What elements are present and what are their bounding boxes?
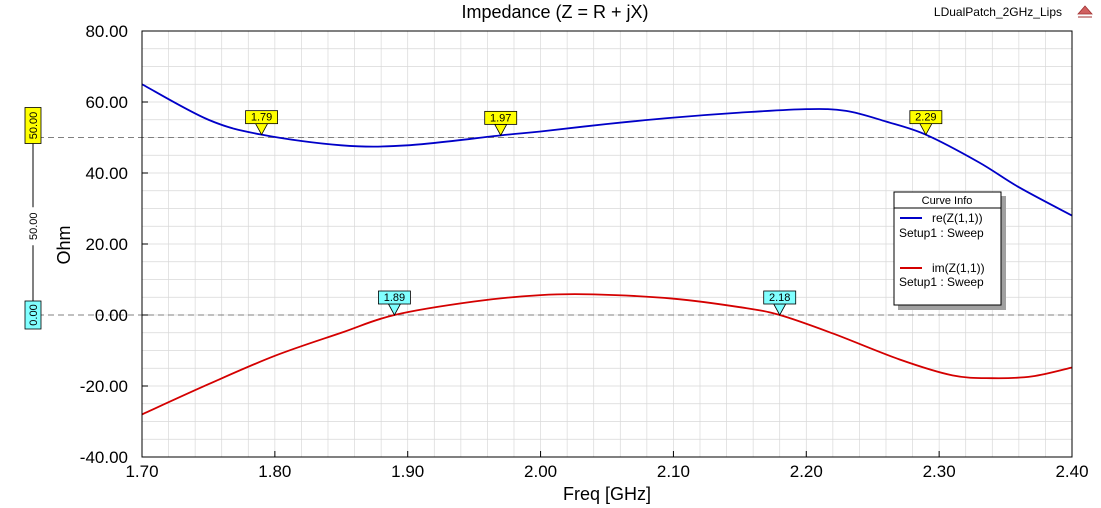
legend-title: Curve Info bbox=[922, 195, 973, 207]
y-tick-labels: 80.00 60.00 40.00 20.00 0.00 -20.00 -40.00 bbox=[80, 22, 148, 467]
marker[interactable]: 2.29 bbox=[909, 110, 943, 136]
marker-label: 1.89 bbox=[384, 292, 405, 304]
slider-bottom-handle[interactable] bbox=[24, 300, 42, 330]
legend-series-re-setup: Setup1 : Sweep bbox=[899, 226, 984, 240]
y-tick-label: 20.00 bbox=[85, 235, 128, 254]
marker-label-box bbox=[484, 110, 518, 125]
slider-top-handle[interactable] bbox=[24, 107, 42, 144]
reference-lines bbox=[28, 137, 1072, 316]
marker[interactable]: 2.18 bbox=[763, 290, 797, 316]
slider-bottom-value: 0.00 bbox=[28, 304, 40, 325]
marker[interactable]: 1.79 bbox=[245, 110, 278, 136]
x-axis-label: Freq [GHz] bbox=[563, 484, 651, 504]
legend-series-im-setup: Setup1 : Sweep bbox=[899, 275, 984, 289]
curve-info-legend[interactable]: Curve Info re(Z(1,1)) Setup1 : Sweep im(… bbox=[893, 191, 1006, 310]
marker-label-box bbox=[909, 110, 943, 125]
marker-label-box bbox=[245, 110, 278, 125]
chart-title: Impedance (Z = R + jX) bbox=[461, 2, 648, 22]
legend-series-re-name: re(Z(1,1)) bbox=[932, 211, 983, 225]
marker-label: 2.18 bbox=[769, 292, 790, 304]
x-tick-label: 1.80 bbox=[258, 462, 291, 481]
reference-slider[interactable]: 50.00 0.00 50.00 bbox=[24, 107, 42, 330]
marker-label-box bbox=[763, 290, 797, 305]
x-tick-label: 2.10 bbox=[657, 462, 690, 481]
marker[interactable]: 1.89 bbox=[378, 290, 411, 316]
legend-box bbox=[893, 191, 1002, 306]
x-tick-labels: 1.70 1.80 1.90 2.00 2.10 2.20 2.30 2.40 bbox=[125, 451, 1089, 481]
y-tick-label: 80.00 bbox=[85, 22, 128, 41]
x-tick-label: 2.00 bbox=[524, 462, 557, 481]
x-tick-label: 2.20 bbox=[790, 462, 823, 481]
slider-difference-value: 50.00 bbox=[28, 212, 40, 240]
y-tick-label: 40.00 bbox=[85, 164, 128, 183]
slider-top-value: 50.00 bbox=[28, 112, 40, 140]
x-tick-label: 1.90 bbox=[391, 462, 424, 481]
resize-icon[interactable] bbox=[1077, 5, 1093, 18]
y-axis-label: Ohm bbox=[54, 225, 74, 264]
slider-difference-bg bbox=[26, 207, 40, 246]
x-tick-label: 2.40 bbox=[1055, 462, 1088, 481]
y-tick-label: -20.00 bbox=[80, 377, 128, 396]
x-tick-label: 1.70 bbox=[125, 462, 158, 481]
x-tick-label: 2.30 bbox=[923, 462, 956, 481]
series-group bbox=[141, 83, 1073, 416]
marker-label: 1.97 bbox=[490, 112, 511, 124]
marker[interactable]: 1.97 bbox=[484, 110, 518, 137]
y-tick-label: 60.00 bbox=[85, 93, 128, 112]
marker-pointer bbox=[494, 123, 508, 137]
project-name: LDualPatch_2GHz_Lips bbox=[934, 5, 1062, 19]
y-tick-label: 0.00 bbox=[95, 306, 128, 325]
marker-label: 2.29 bbox=[915, 112, 936, 124]
marker-label-box bbox=[378, 290, 411, 305]
legend-series-im-name: im(Z(1,1)) bbox=[932, 261, 985, 275]
series-re-line bbox=[141, 83, 1073, 217]
marker-label: 1.79 bbox=[251, 112, 272, 124]
y-tick-label: -40.00 bbox=[80, 448, 128, 467]
series-im-line bbox=[141, 293, 1073, 416]
plot-frame bbox=[141, 30, 1073, 458]
markers-group: 1.79 1.97 2.29 1.89 2.18 bbox=[245, 110, 943, 316]
